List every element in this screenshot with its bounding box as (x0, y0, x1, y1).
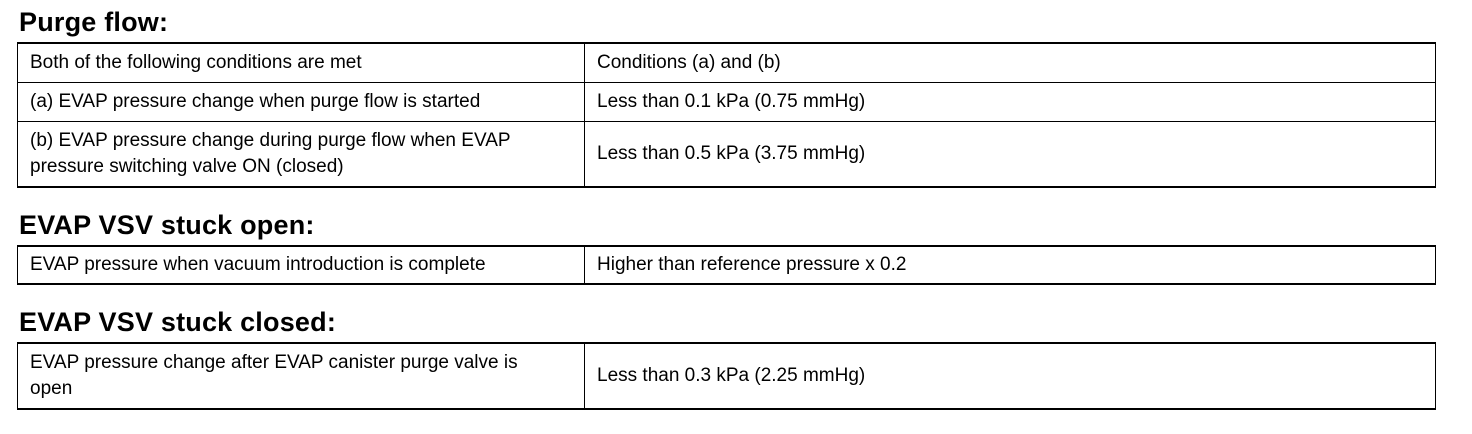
table-row: (a) EVAP pressure change when purge flow… (17, 81, 1436, 122)
condition-cell: EVAP pressure change after EVAP canister… (17, 342, 585, 410)
table-row: EVAP pressure change after EVAP canister… (17, 342, 1436, 410)
section-title-evap-vsv-stuck-closed: EVAP VSV stuck closed: (19, 307, 337, 337)
evap-vsv-stuck-open-table: EVAP pressure when vacuum introduction i… (17, 245, 1436, 285)
purge-flow-table: Both of the following conditions are met… (17, 42, 1436, 188)
section-title-evap-vsv-stuck-open: EVAP VSV stuck open: (19, 210, 315, 240)
condition-cell: (a) EVAP pressure change when purge flow… (17, 81, 585, 122)
condition-cell: EVAP pressure when vacuum introduction i… (17, 245, 585, 285)
value-cell: Higher than reference pressure x 0.2 (584, 245, 1436, 285)
value-cell: Less than 0.1 kPa (0.75 mmHg) (584, 81, 1436, 122)
value-cell: Less than 0.3 kPa (2.25 mmHg) (584, 342, 1436, 410)
condition-cell: (b) EVAP pressure change during purge fl… (17, 120, 585, 188)
evap-vsv-stuck-closed-table: EVAP pressure change after EVAP canister… (17, 342, 1436, 410)
condition-cell: Both of the following conditions are met (17, 42, 585, 83)
table-row: Both of the following conditions are met… (17, 42, 1436, 83)
section-title-purge-flow: Purge flow: (19, 7, 169, 37)
table-row: EVAP pressure when vacuum introduction i… (17, 245, 1436, 285)
value-cell: Less than 0.5 kPa (3.75 mmHg) (584, 120, 1436, 188)
value-cell: Conditions (a) and (b) (584, 42, 1436, 83)
table-row: (b) EVAP pressure change during purge fl… (17, 120, 1436, 188)
